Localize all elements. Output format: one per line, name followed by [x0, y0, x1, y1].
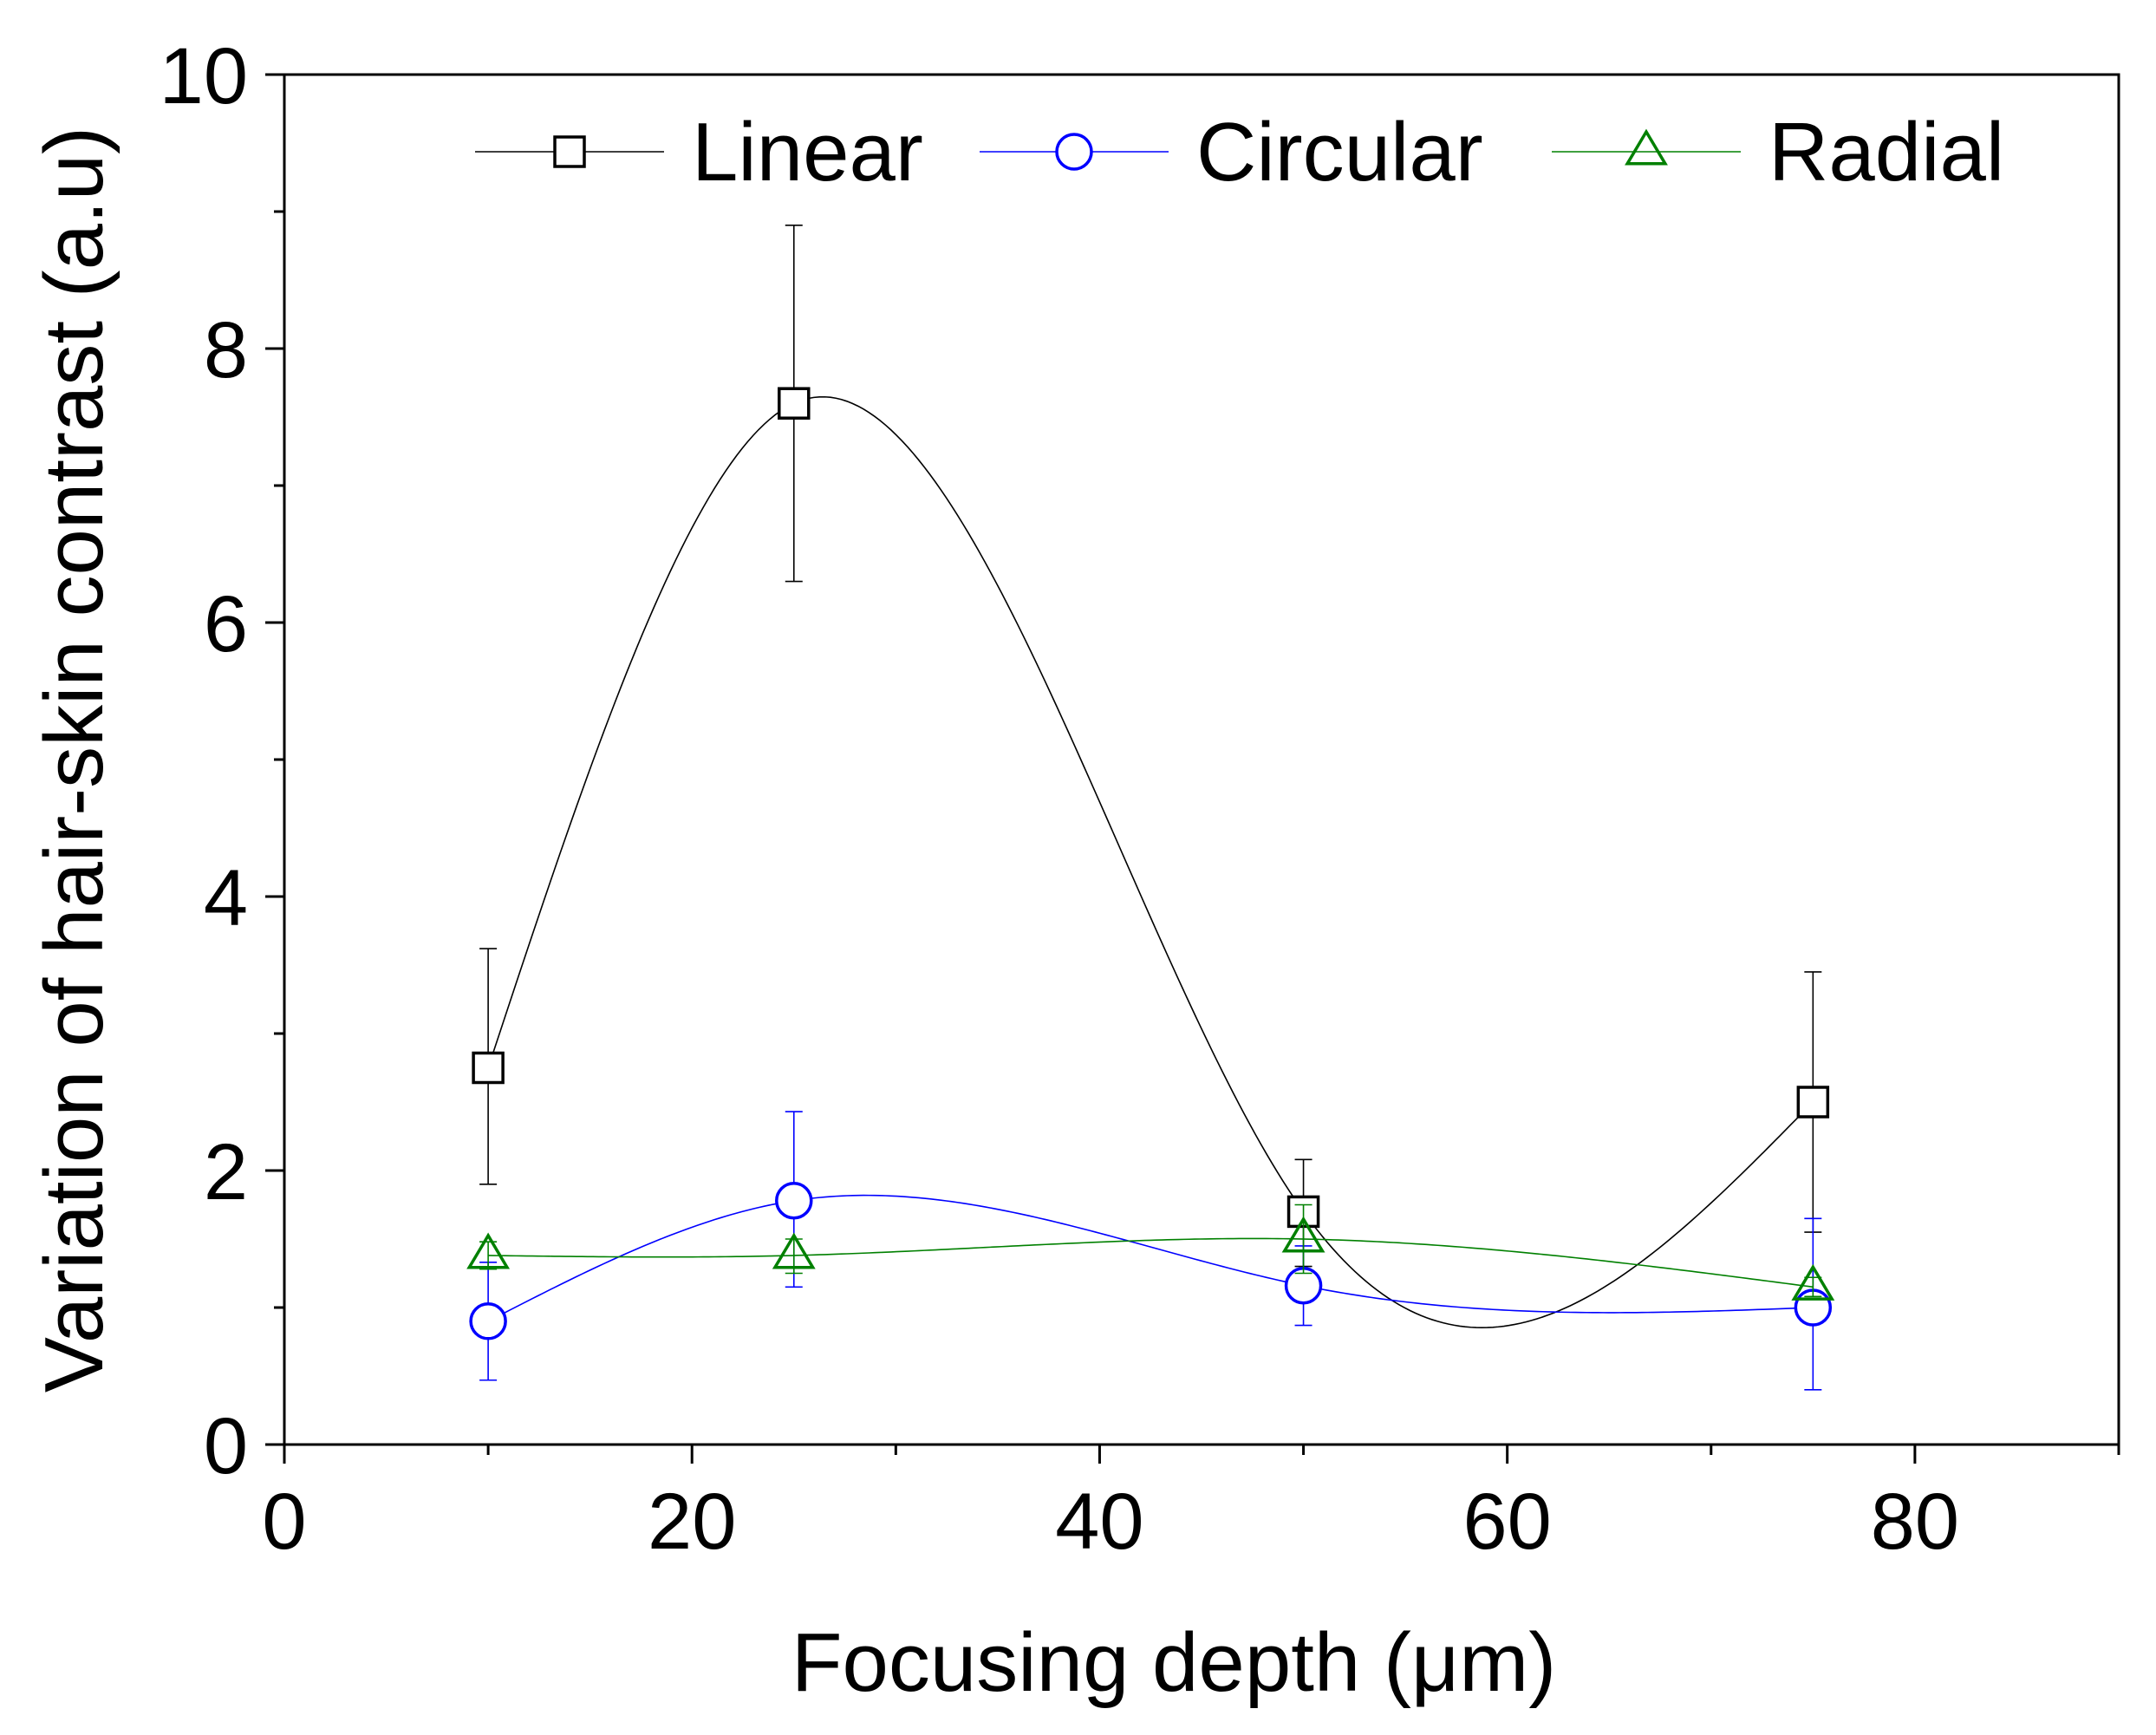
legend-label-radial: Radial [1768, 106, 2004, 199]
radial-point [1791, 1263, 1835, 1301]
circular-point [775, 1182, 813, 1220]
x-tick-label: 0 [262, 1477, 306, 1566]
x-axis: 0 20 40 60 80 [262, 1445, 1959, 1566]
legend-marker-radial [1625, 128, 1668, 166]
legend-label-linear: Linear [692, 106, 923, 199]
y-tick-label: 8 [204, 306, 248, 395]
legend-item-circular: Circular [980, 106, 1483, 199]
legend-label-circular: Circular [1196, 106, 1483, 199]
circular-point [469, 1302, 507, 1340]
linear-curve [487, 395, 1814, 1329]
x-tick-label: 60 [1462, 1477, 1551, 1566]
y-axis: 0 2 4 6 8 10 [160, 32, 284, 1490]
y-tick-label: 4 [204, 854, 248, 943]
x-tick-label: 40 [1055, 1477, 1143, 1566]
radial-point [466, 1232, 511, 1269]
series-linear [472, 224, 1830, 1329]
y-tick-label: 0 [204, 1402, 248, 1490]
linear-point [1796, 1086, 1830, 1119]
legend-marker-linear [553, 135, 586, 168]
y-axis-title: Variation of hair-skin contrast (a.u) [28, 127, 121, 1393]
linear-point [778, 387, 811, 420]
series-circular [469, 1111, 1833, 1391]
legend-marker-circular [1055, 133, 1093, 171]
x-tick-label: 80 [1871, 1477, 1959, 1566]
linear-point [472, 1051, 505, 1085]
radial-curve [488, 1237, 1814, 1288]
legend-item-linear: Linear [475, 106, 923, 199]
radial-point [1281, 1216, 1326, 1253]
minor-ticks [274, 210, 2120, 1455]
x-tick-label: 20 [648, 1477, 736, 1566]
legend: Linear Circular Radial [475, 106, 2004, 199]
y-tick-label: 10 [160, 32, 248, 121]
legend-item-radial: Radial [1552, 106, 2004, 199]
y-tick-label: 2 [204, 1128, 248, 1216]
x-axis-title: Focusing depth (μm) [791, 1616, 1556, 1709]
series-layer [466, 224, 1835, 1391]
y-tick-label: 6 [204, 580, 248, 669]
radial-point [772, 1232, 816, 1269]
circular-curve [487, 1194, 1814, 1322]
series-radial [466, 1203, 1835, 1301]
